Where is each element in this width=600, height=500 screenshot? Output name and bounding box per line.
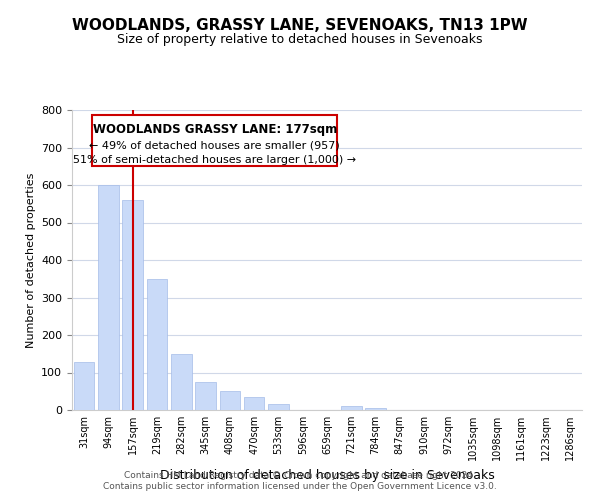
Text: 51% of semi-detached houses are larger (1,000) →: 51% of semi-detached houses are larger (… xyxy=(73,155,356,165)
Bar xyxy=(220,391,240,410)
Bar xyxy=(268,404,289,410)
Bar xyxy=(341,406,362,410)
Text: Contains HM Land Registry data © Crown copyright and database right 2024.: Contains HM Land Registry data © Crown c… xyxy=(124,471,476,480)
Text: Size of property relative to detached houses in Sevenoaks: Size of property relative to detached ho… xyxy=(117,32,483,46)
Text: WOODLANDS, GRASSY LANE, SEVENOAKS, TN13 1PW: WOODLANDS, GRASSY LANE, SEVENOAKS, TN13 … xyxy=(72,18,528,32)
Bar xyxy=(146,279,167,410)
X-axis label: Distribution of detached houses by size in Sevenoaks: Distribution of detached houses by size … xyxy=(160,468,494,481)
Bar xyxy=(365,408,386,410)
Bar xyxy=(195,382,216,410)
Text: ← 49% of detached houses are smaller (957): ← 49% of detached houses are smaller (95… xyxy=(89,140,340,150)
Bar xyxy=(171,354,191,410)
Bar xyxy=(244,397,265,410)
Y-axis label: Number of detached properties: Number of detached properties xyxy=(26,172,35,348)
Bar xyxy=(98,185,119,410)
FancyBboxPatch shape xyxy=(92,114,337,166)
Bar xyxy=(122,200,143,410)
Bar xyxy=(74,362,94,410)
Text: WOODLANDS GRASSY LANE: 177sqm: WOODLANDS GRASSY LANE: 177sqm xyxy=(92,124,337,136)
Text: Contains public sector information licensed under the Open Government Licence v3: Contains public sector information licen… xyxy=(103,482,497,491)
